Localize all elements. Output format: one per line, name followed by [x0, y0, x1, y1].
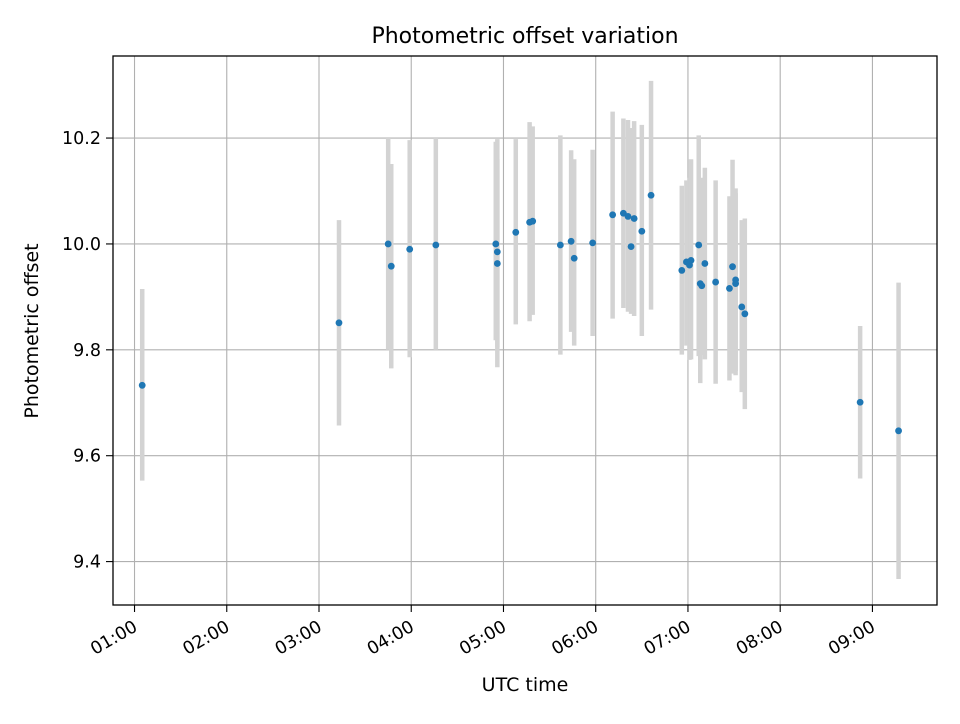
data-point — [570, 254, 578, 262]
x-axis-label: UTC time — [482, 674, 569, 696]
data-point — [589, 239, 597, 247]
data-point — [687, 256, 695, 264]
grid-layer — [113, 56, 937, 605]
data-point — [138, 381, 146, 389]
data-point — [726, 285, 733, 292]
x-tick-label: 07:00 — [641, 617, 695, 660]
y-tick-label: 9.4 — [73, 553, 101, 573]
y-tick-label: 9.8 — [73, 341, 101, 361]
data-point — [406, 245, 414, 253]
y-tick-label: 9.6 — [73, 447, 101, 467]
data-point — [627, 243, 635, 250]
data-point — [729, 263, 736, 271]
y-tick-label: 10.2 — [62, 129, 101, 149]
data-point — [556, 241, 564, 249]
data-point — [387, 262, 395, 270]
y-tick-label: 10.0 — [62, 235, 101, 255]
x-tick-label: 05:00 — [456, 617, 510, 660]
data-point — [678, 267, 686, 274]
x-axis: 01:00 02:00 03:00 04:00 05:00 06:00 07:00 08:00… — [87, 605, 879, 660]
x-tick-label: 09:00 — [825, 617, 879, 660]
data-point — [630, 215, 638, 222]
data-point — [567, 237, 575, 245]
data-point — [698, 282, 706, 290]
data-point — [493, 260, 501, 267]
x-tick-label: 08:00 — [733, 617, 787, 660]
data-point — [647, 191, 655, 199]
errorbar-layer — [139, 80, 901, 580]
chart-title: Photometric offset variation — [371, 24, 678, 49]
data-point — [384, 240, 392, 248]
x-tick-label: 03:00 — [272, 617, 326, 660]
data-point — [895, 427, 902, 435]
data-point — [432, 241, 440, 249]
data-point — [856, 398, 864, 406]
data-point — [701, 260, 709, 267]
point-layer — [138, 191, 902, 435]
data-point — [493, 248, 501, 256]
data-point — [732, 280, 740, 288]
data-point — [624, 213, 632, 220]
data-point — [335, 319, 343, 327]
data-point — [638, 227, 646, 235]
x-tick-label: 04:00 — [364, 617, 418, 660]
data-point — [512, 228, 520, 236]
y-axis: 9.4 9.6 9.8 10.0 10.2 — [62, 129, 113, 573]
data-point — [741, 310, 749, 318]
data-point — [609, 211, 617, 219]
y-axis-label: Photometric offset — [21, 243, 43, 418]
data-point — [492, 240, 500, 248]
x-tick-label: 01:00 — [87, 617, 141, 660]
data-point — [695, 241, 703, 249]
data-point — [529, 217, 537, 225]
x-tick-label: 02:00 — [180, 617, 234, 660]
data-point — [712, 278, 720, 286]
x-tick-label: 06:00 — [549, 617, 603, 660]
data-point — [738, 303, 746, 311]
plot-area-frame — [112, 55, 938, 606]
